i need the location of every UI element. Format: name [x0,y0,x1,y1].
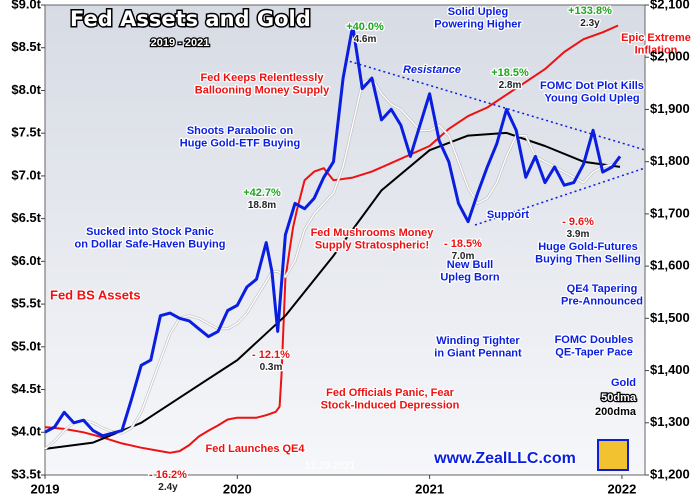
y2-tick-label: $2,100 [650,0,690,11]
series-layer [44,24,622,454]
annotation: +40.0% [346,21,384,33]
annotation: - 9.6% [562,216,594,228]
annotation: 18.8m [248,200,276,211]
y-tick-label: $4.5t [11,381,41,396]
annotation: Fed Launches QE4 [205,443,305,455]
y-tick-label: $6.0t [11,253,41,268]
legend-entry: Gold [611,377,636,389]
y2-tick-label: $1,900 [650,101,690,116]
series-line [44,24,619,454]
legend-entry: Fed BS Assets [50,287,141,302]
chart-title: Fed Assets and Gold [70,7,311,31]
chart-subtitle: 2019 - 2021 [151,37,210,49]
annotation: - 18.5% [444,238,482,250]
annotation: 0.3m [260,362,283,373]
annotation: FOMC Doubles [555,334,634,346]
annotation: +42.7% [243,187,281,199]
logo [597,439,629,471]
series-line [44,77,621,450]
annotation: 2.3y [580,18,600,29]
source-url: www.ZealLLC.com [433,450,576,467]
axes: $3.5t $4.0t $4.5t $5.0t $5.5t $6.0t $6.5t $7.0t… [11,0,689,496]
annotation: Sucked into Stock Panic [86,226,214,238]
annotation: Buying Then Selling [535,253,641,265]
annotation: Solid Upleg [448,6,509,18]
y2-tick-label: $1,200 [650,466,690,481]
annotation: Winding Tighter [436,335,520,347]
annotation: +18.5% [491,67,529,79]
annotation: Fed Officials Panic, Fear [326,387,454,399]
annotation: Young Gold Upleg [544,92,639,104]
annotation: 2.4y [158,482,178,493]
x-tick-label: 2022 [607,481,636,496]
annotation: FOMC Dot Plot Kills [540,80,644,92]
y2-tick-label: $1,700 [650,205,690,220]
annotation: Upleg Born [440,271,500,283]
annotation: 4.6m [354,34,377,45]
y-tick-label: $7.5t [11,125,41,140]
annotation: - 12.1% [252,349,290,361]
y2-tick-label: $1,600 [650,258,690,273]
legend-entry: 200dma [595,406,637,418]
y-tick-label: $5.5t [11,296,41,311]
annotation: 2.8m [499,80,522,91]
annotation: Fed Mushrooms Money [311,227,435,239]
annotation: in Giant Pennant [434,347,522,359]
annotation: Supply Stratospheric! [315,239,429,251]
series-line [44,24,622,438]
annotation: Ballooning Money Supply [195,84,330,96]
y-tick-label: $7.0t [11,167,41,182]
annotation: Huge Gold-Futures [538,241,638,253]
annotation: New Bull [447,259,493,271]
y2-tick-label: $1,500 [650,310,690,325]
y-tick-label: $8.5t [11,39,41,54]
annotation: Epic Extreme [621,32,691,44]
annotation: Fed Keeps Relentlessly [201,72,325,84]
annotation: Powering Higher [434,18,522,30]
y2-tick-label: $1,400 [650,362,690,377]
annotation: Stock-Induced Depression [321,399,460,411]
annotation: 7.0m [452,251,475,262]
series-line [44,131,621,450]
annotation: +133.8% [568,5,612,17]
y-tick-label: $9.0t [11,0,41,11]
legend-entry: 50dma [601,392,637,404]
y2-tick-label: $1,800 [650,153,690,168]
y-tick-label: $5.0t [11,338,41,353]
annotation: Resistance [403,64,461,76]
y-tick-label: $3.5t [11,466,41,481]
y-tick-label: $4.0t [11,424,41,439]
x-tick-label: 2019 [31,481,60,496]
y2-tick-label: $2,000 [650,49,690,64]
annotation: on Dollar Safe-Haven Buying [75,238,226,250]
annotation: Support [487,209,529,221]
x-tick-label: 2021 [415,481,444,496]
annotation: Shoots Parabolic on [187,125,294,137]
annotation: Huge Gold-ETF Buying [180,137,300,149]
y-tick-label: $8.0t [11,82,41,97]
x-tick-label: 2020 [223,481,252,496]
annotation: 3.9m [567,229,590,240]
chart-date: 12.29.2021 [305,461,355,472]
annotation: Pre-Announced [561,295,643,307]
y-tick-label: $6.5t [11,210,41,225]
y2-tick-label: $1,300 [650,414,690,429]
annotation: QE4 Tapering [567,283,638,295]
annotation: QE-Taper Pace [555,346,632,358]
annotation: - 16.2% [149,469,187,481]
annotation: Inflation [635,44,678,56]
